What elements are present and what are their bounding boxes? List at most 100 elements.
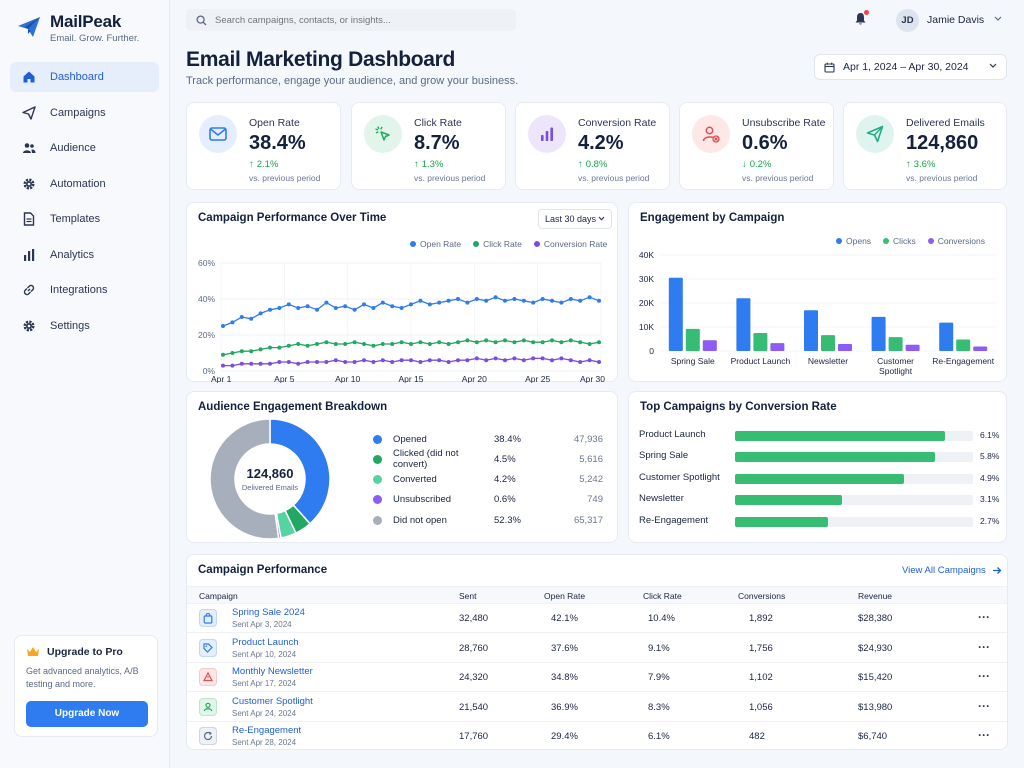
legend-item-open-rate[interactable]: Open Rate — [410, 239, 461, 249]
kpi-card-click-rate[interactable]: Click Rate 8.7% ↑ 1.3% vs. previous perio… — [351, 102, 506, 190]
top-campaign-row[interactable]: Spring Sale 5.8% — [639, 450, 1001, 464]
cell-conversions: 482 — [749, 731, 765, 742]
legend-item-conversion-rate[interactable]: Conversion Rate — [533, 239, 607, 249]
more-options-icon[interactable]: ··· — [978, 639, 990, 654]
campaign-name-link[interactable]: Re-Engagement — [232, 725, 302, 736]
kpi-value: 8.7% — [414, 132, 460, 154]
legend-label: Click Rate — [483, 239, 522, 249]
more-options-icon[interactable]: ··· — [978, 610, 990, 624]
campaign-sent-date: Sent Apr 3, 2024 — [232, 620, 292, 629]
line-chart: 0% 20% 40% 60% Apr 1 Apr 5 Apr 10 Apr 15 Apr 20 A… — [198, 258, 605, 383]
column-header-revenue[interactable]: Revenue — [858, 591, 893, 601]
x-tick-label: Apr 5 — [274, 374, 295, 383]
column-header-sent[interactable]: Sent — [459, 591, 477, 601]
legend-item-click-rate[interactable]: Click Rate — [473, 239, 522, 249]
kpi-note: vs. previous period — [906, 173, 978, 183]
top-campaigns-card: Top Campaigns by Conversion Rate Product… — [628, 391, 1007, 543]
sidebar-item-label: Automation — [50, 177, 106, 190]
campaign-name-link[interactable]: Monthly Newsletter — [232, 666, 313, 677]
table-row[interactable]: Spring Sale 2024 Sent Apr 3, 2024 32,480 42… — [187, 604, 1007, 633]
table-row[interactable]: Monthly Newsletter Sent Apr 17, 2024 24,32… — [187, 663, 1007, 692]
kpi-card-delivered-emails[interactable]: Delivered Emails 124,860 ↑ 3.6% vs. previ… — [843, 102, 1007, 190]
table-row[interactable]: Customer Spotlight Sent Apr 24, 2024 21,54… — [187, 693, 1007, 722]
kpi-card-conversion-rate[interactable]: Conversion Rate 4.2% ↑ 0.8% vs. previous … — [515, 102, 670, 190]
date-range-picker[interactable]: Apr 1, 2024 – Apr 30, 2024 — [814, 54, 1007, 80]
top-campaign-label: Customer Spotlight — [639, 472, 720, 483]
campaign-sent-date: Sent Apr 17, 2024 — [232, 679, 297, 688]
kpi-delta: ↓ 0.2% — [742, 159, 771, 170]
table-row[interactable]: Product Launch Sent Apr 10, 2024 28,760 37.… — [187, 634, 1007, 663]
paper-plane-logo-icon — [18, 17, 40, 37]
more-options-icon[interactable]: ··· — [978, 728, 990, 742]
kpi-delta-value: 0.8% — [585, 159, 608, 170]
data-point — [277, 306, 282, 310]
data-point — [559, 356, 564, 361]
performance-legend: Open Rate Click Rate Conversion Rate — [410, 239, 607, 249]
column-header-click-rate[interactable]: Click Rate — [643, 591, 682, 601]
more-options-icon[interactable]: ··· — [978, 669, 990, 683]
search-bar[interactable] — [186, 9, 516, 31]
data-point — [465, 338, 470, 343]
data-point — [493, 295, 498, 300]
column-header-open-rate[interactable]: Open Rate — [544, 591, 586, 601]
engagement-chart-card: Engagement by Campaign Opens Clicks Conv… — [628, 202, 1007, 382]
sidebar-item-templates[interactable]: Templates — [10, 204, 159, 234]
breakdown-count: 65,317 — [573, 514, 603, 526]
bell-icon[interactable] — [854, 12, 867, 26]
campaign-name-link[interactable]: Product Launch — [232, 636, 299, 648]
data-point — [409, 358, 413, 363]
table-row[interactable]: Re-Engagement Sent Apr 28, 2024 17,760 29.4… — [187, 722, 1007, 749]
column-header-campaign[interactable]: Campaign — [199, 591, 238, 601]
data-point — [418, 360, 423, 364]
kpi-card-unsubscribe-rate[interactable]: Unsubscribe Rate 0.6% ↓ 0.2% vs. previous… — [679, 102, 834, 190]
top-campaign-row[interactable]: Customer Spotlight 4.9% — [639, 472, 1001, 486]
cell-conversions: 1,756 — [749, 642, 773, 654]
cell-revenue: $15,420 — [858, 672, 893, 683]
top-campaign-row[interactable]: Re-Engagement 2.7% — [639, 515, 1001, 529]
data-point — [286, 360, 291, 364]
sidebar-item-audience[interactable]: Audience — [10, 133, 159, 163]
data-point — [503, 298, 507, 303]
chevron-down-icon[interactable] — [994, 16, 1002, 21]
x-tick-label: Product Launch — [731, 356, 791, 366]
sidebar-item-integrations[interactable]: Integrations — [10, 275, 159, 305]
more-options-icon[interactable]: ··· — [978, 698, 990, 713]
legend-item-opens[interactable]: Opens — [836, 236, 871, 246]
data-point — [362, 358, 366, 363]
sidebar-item-dashboard[interactable]: Dashboard — [10, 62, 159, 92]
data-point — [503, 358, 507, 363]
y-tick-label: 0 — [649, 346, 654, 356]
column-header-conversions[interactable]: Conversions — [738, 591, 786, 601]
sidebar-item-label: Templates — [50, 213, 101, 225]
x-tick-label: Apr 10 — [335, 374, 360, 383]
top-campaign-label: Re-Engagement — [639, 515, 709, 526]
sidebar-item-campaigns[interactable]: Campaigns — [10, 98, 159, 128]
upgrade-now-button[interactable]: Upgrade Now — [26, 701, 148, 727]
gear-icon — [23, 177, 35, 190]
top-campaign-row[interactable]: Product Launch 6.1% — [639, 429, 1001, 443]
user-name[interactable]: Jamie Davis — [927, 14, 985, 26]
sidebar-item-settings[interactable]: Settings — [10, 311, 159, 341]
view-all-campaigns-link[interactable]: View All Campaigns — [902, 565, 1002, 576]
search-input[interactable] — [215, 14, 505, 26]
range-select[interactable]: Last 30 days — [538, 209, 612, 229]
data-point — [390, 304, 395, 309]
data-point — [249, 349, 254, 354]
legend-item-conversions[interactable]: Conversions — [927, 236, 985, 246]
breakdown-swatch — [373, 515, 382, 525]
y-tick-label: 40K — [639, 250, 654, 260]
data-point — [239, 361, 244, 366]
calendar-icon — [824, 62, 835, 73]
bar — [804, 310, 818, 351]
avatar[interactable]: JD — [896, 9, 919, 32]
campaign-name-link[interactable]: Spring Sale 2024 — [232, 607, 305, 618]
top-campaign-row[interactable]: Newsletter 3.1% — [639, 493, 1001, 507]
sidebar-item-analytics[interactable]: Analytics — [10, 240, 159, 270]
kpi-card-open-rate[interactable]: Open Rate 38.4% ↑ 2.1% vs. previous perio… — [186, 102, 341, 190]
sidebar-item-automation[interactable]: Automation — [10, 169, 159, 199]
cell-open-rate: 37.6% — [551, 642, 578, 654]
logo[interactable]: MailPeak Email. Grow. Further. — [16, 12, 139, 44]
legend-item-clicks[interactable]: Clicks — [883, 236, 916, 246]
campaign-name-link[interactable]: Customer Spotlight — [232, 695, 313, 707]
data-point — [343, 360, 348, 364]
